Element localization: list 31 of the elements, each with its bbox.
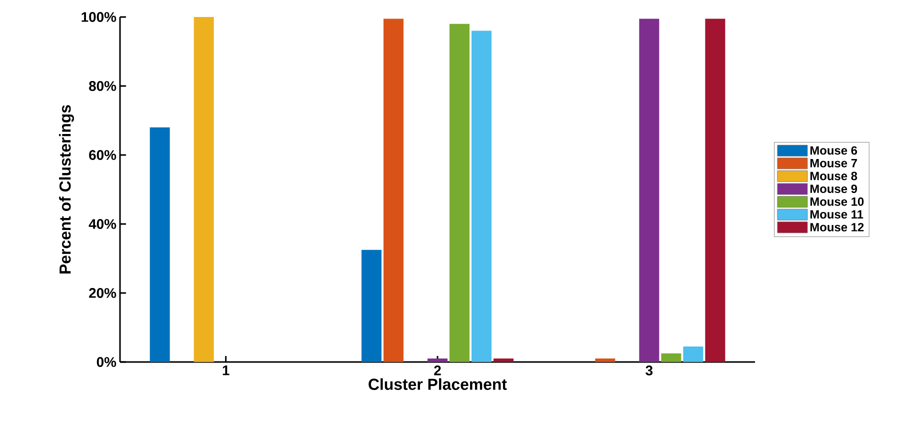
legend-label: Mouse 11 — [810, 210, 864, 219]
y-tick-label: 100% — [82, 12, 116, 22]
legend-label: Mouse 7 — [810, 159, 857, 168]
legend-label: Mouse 9 — [810, 184, 858, 194]
bar — [705, 18, 726, 362]
x-axis-title: Cluster Placement — [368, 378, 507, 390]
x-tick-label: 3 — [646, 366, 653, 376]
y-tick-label: 0% — [96, 357, 116, 367]
bar — [428, 358, 448, 362]
bar — [494, 358, 514, 362]
bar — [450, 24, 470, 362]
bar — [472, 30, 492, 362]
bar — [639, 18, 660, 362]
legend-label: Mouse 8 — [810, 172, 858, 180]
bar — [362, 250, 382, 362]
legend-label: Mouse 6 — [810, 146, 858, 155]
y-tick-label: 60% — [89, 150, 116, 160]
bar — [194, 16, 214, 362]
bar — [595, 358, 616, 362]
legend-label: Mouse 12 — [810, 222, 864, 232]
legend-label: Mouse 10 — [810, 197, 864, 206]
bar — [683, 346, 704, 362]
y-axis-title: Percent of Clusterings — [59, 105, 74, 274]
y-tick-label: 80% — [89, 81, 116, 91]
y-tick-label: 40% — [88, 219, 116, 229]
bar — [150, 127, 170, 362]
bar — [661, 353, 682, 362]
x-tick-label: 2 — [434, 366, 441, 376]
bar — [384, 18, 404, 362]
x-tick-label: 1 — [222, 366, 230, 376]
y-tick-label: 20% — [89, 288, 116, 298]
